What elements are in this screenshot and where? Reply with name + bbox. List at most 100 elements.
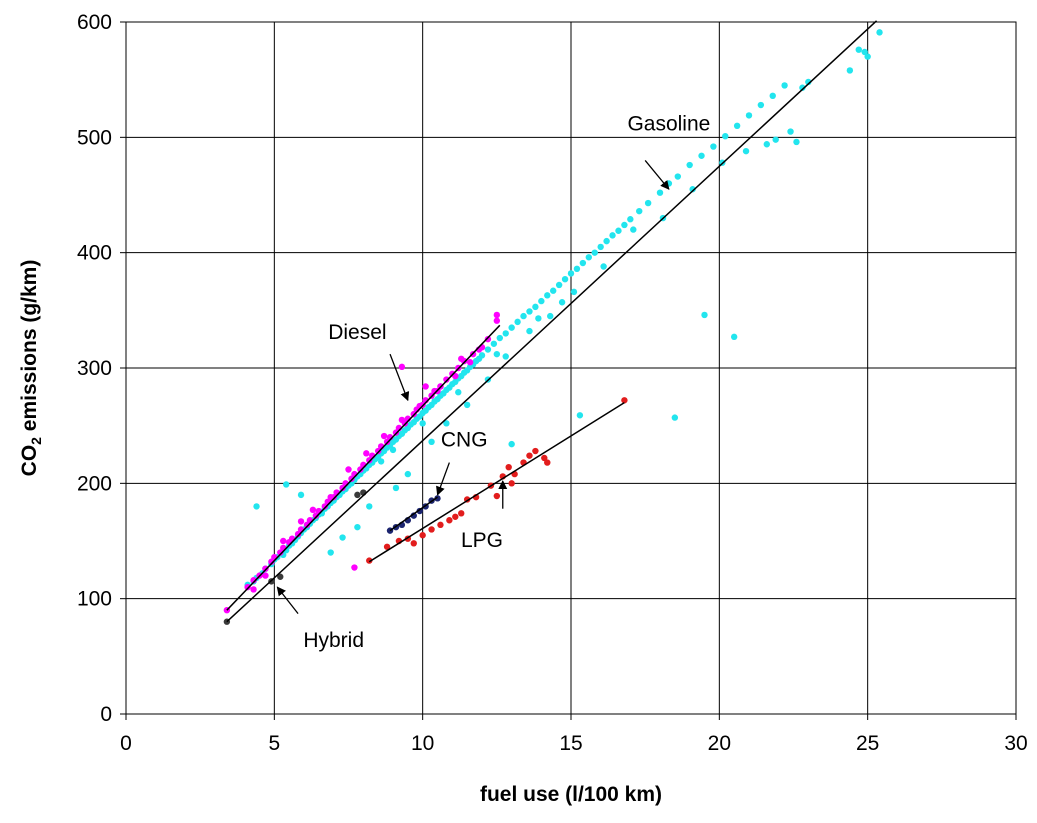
gasoline-trend-line bbox=[226, 20, 878, 623]
gasoline-point bbox=[644, 199, 652, 207]
gasoline-point bbox=[366, 503, 373, 510]
gasoline-point bbox=[428, 438, 435, 446]
gasoline-point bbox=[455, 389, 462, 396]
lpg-point bbox=[458, 510, 465, 517]
diesel-point bbox=[244, 583, 251, 591]
x-tick-label: 0 bbox=[120, 732, 132, 755]
y-tick-label: 500 bbox=[77, 126, 112, 149]
x-tick-label: 20 bbox=[708, 732, 731, 755]
gasoline-point bbox=[567, 270, 575, 277]
diesel-point bbox=[262, 572, 269, 579]
gasoline-point bbox=[600, 263, 607, 270]
diesel-point bbox=[348, 475, 355, 482]
gasoline-point bbox=[579, 259, 587, 267]
gasoline-point bbox=[535, 315, 542, 322]
gasoline-point bbox=[772, 136, 779, 143]
trend-lines bbox=[226, 20, 878, 623]
gasoline-point bbox=[253, 503, 260, 510]
x-tick-label: 5 bbox=[268, 732, 280, 755]
diesel-point bbox=[297, 518, 305, 525]
x-tick-label: 10 bbox=[411, 732, 434, 755]
gasoline-point bbox=[404, 470, 412, 478]
gasoline-point bbox=[615, 227, 622, 234]
gasoline-point bbox=[591, 249, 598, 256]
gasoline-point bbox=[769, 92, 776, 100]
gasoline-point bbox=[846, 67, 854, 74]
gasoline-point bbox=[419, 420, 426, 427]
lpg-point bbox=[505, 463, 512, 471]
gasoline-point bbox=[876, 29, 883, 36]
diesel-annotation-arrow bbox=[389, 353, 410, 402]
gasoline-point bbox=[297, 491, 305, 499]
lpg-point bbox=[621, 397, 628, 404]
gasoline-point bbox=[283, 481, 290, 488]
gasoline-point bbox=[327, 549, 334, 556]
gasoline-point bbox=[763, 141, 770, 148]
diesel-point bbox=[250, 586, 257, 593]
gasoline-point bbox=[544, 292, 551, 299]
gasoline-point bbox=[493, 350, 501, 358]
lpg-point bbox=[544, 459, 551, 466]
diesel-point bbox=[294, 530, 302, 538]
gasoline-point bbox=[636, 207, 643, 215]
y-axis-title-suffix: emissions (g/km) bbox=[18, 260, 41, 437]
gasoline-annotation-label: Gasoline bbox=[627, 112, 710, 135]
x-tick-label: 15 bbox=[559, 732, 582, 755]
gasoline-annotation-arrow bbox=[644, 159, 670, 190]
lpg-point bbox=[446, 517, 453, 524]
diesel-point bbox=[357, 466, 364, 473]
gasoline-point bbox=[733, 122, 741, 129]
gasoline-point bbox=[585, 254, 592, 261]
gasoline-point bbox=[502, 330, 509, 337]
diesel-point bbox=[493, 317, 501, 324]
diesel-point bbox=[398, 363, 406, 371]
gasoline-point bbox=[674, 173, 681, 180]
x-axis-ticks: 0 5 10 15 20 25 30 bbox=[120, 714, 1028, 755]
y-tick-label: 400 bbox=[77, 242, 112, 265]
series-diesel bbox=[223, 311, 501, 614]
diesel-point bbox=[268, 558, 275, 565]
y-axis-ticks: 0 100 200 300 400 500 600 bbox=[77, 11, 126, 726]
diesel-point bbox=[345, 466, 352, 473]
lpg-trend-line bbox=[368, 401, 625, 563]
gasoline-point bbox=[603, 237, 610, 245]
gasoline-point bbox=[621, 221, 628, 229]
diesel-point bbox=[363, 450, 370, 457]
series-lpg bbox=[366, 397, 628, 564]
cng-point bbox=[410, 512, 417, 519]
gasoline-point bbox=[861, 48, 868, 56]
diesel-point bbox=[380, 432, 388, 440]
gasoline-point bbox=[478, 352, 486, 359]
cng-annotation-arrow bbox=[436, 462, 450, 496]
y-tick-label: 300 bbox=[77, 357, 112, 380]
gasoline-point bbox=[576, 412, 584, 419]
y-tick-label: 0 bbox=[100, 703, 112, 726]
gasoline-point bbox=[490, 340, 498, 347]
gasoline-point bbox=[555, 281, 563, 289]
lpg-annotation-label: LPG bbox=[461, 529, 503, 552]
gasoline-point bbox=[742, 147, 750, 155]
diesel-point bbox=[443, 376, 450, 383]
gasoline-point bbox=[698, 152, 705, 159]
hybrid-point bbox=[354, 491, 361, 499]
annotations: Gasoline Diesel CNG LPG Hybrid bbox=[276, 112, 710, 652]
gasoline-point bbox=[520, 312, 527, 320]
gasoline-point bbox=[627, 216, 634, 223]
lpg-point bbox=[532, 447, 539, 455]
diesel-point bbox=[303, 521, 311, 529]
diesel-point bbox=[327, 493, 334, 501]
x-tick-label: 30 bbox=[1004, 732, 1027, 755]
gasoline-point bbox=[561, 275, 569, 283]
gasoline-point bbox=[671, 414, 679, 421]
diesel-point bbox=[351, 564, 358, 571]
gasoline-point bbox=[793, 138, 800, 146]
diesel-point bbox=[383, 438, 391, 446]
diesel-point bbox=[374, 447, 382, 455]
diesel-point bbox=[250, 577, 257, 584]
gasoline-point bbox=[514, 318, 521, 326]
gasoline-point bbox=[609, 232, 616, 239]
gasoline-point bbox=[484, 346, 492, 353]
gasoline-point bbox=[757, 101, 765, 109]
gasoline-point bbox=[656, 189, 664, 196]
diesel-trend-line bbox=[226, 324, 501, 611]
